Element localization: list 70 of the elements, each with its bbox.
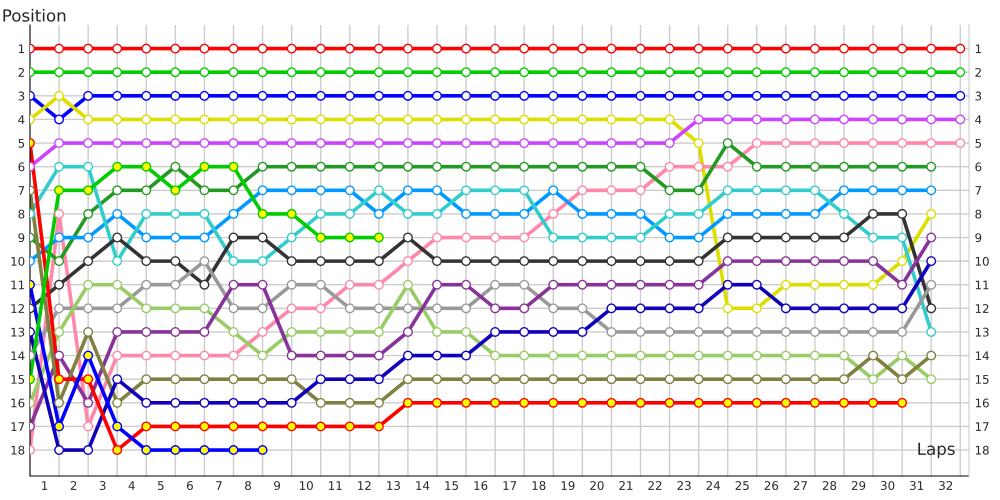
y2-tick-label: 4 [975, 115, 982, 124]
x-tick-label: 11 [329, 481, 342, 490]
y-tick-label: 12 [11, 304, 24, 313]
x-tick-label: 31 [910, 481, 924, 490]
x-tick-label: 7 [216, 481, 222, 490]
y-tick-label: 15 [11, 375, 24, 384]
y2-tick-label: 7 [976, 186, 982, 195]
x-tick-label: 2 [70, 481, 76, 490]
y2-tick-label: 15 [976, 375, 989, 384]
y-tick-label: 10 [11, 256, 24, 266]
x-tick-label: 28 [822, 481, 836, 490]
y2-tick-label: 16 [976, 398, 989, 408]
y2-tick-label: 18 [976, 446, 989, 455]
x-tick-label: 18 [532, 481, 546, 490]
y2-tick-label: 2 [975, 68, 981, 77]
x-tick-label: 24 [706, 481, 720, 490]
y2-tick-label: 1 [976, 44, 981, 54]
x-tick-label: 26 [764, 481, 778, 490]
x-tick-label: 27 [794, 481, 807, 490]
x-tick-label: 4 [128, 481, 135, 490]
x-tick-label: 32 [939, 481, 952, 490]
x-tick-label: 30 [880, 481, 894, 490]
x-tick-label: 5 [158, 481, 164, 490]
y-tick-label: 14 [11, 351, 24, 360]
y2-tick-label: 14 [976, 351, 989, 360]
x-tick-label: 13 [387, 481, 400, 490]
x-tick-label: 15 [445, 481, 458, 490]
x-tick-label: 20 [590, 481, 604, 490]
y2-tick-label: 13 [976, 328, 989, 337]
x-tick-label: 3 [100, 481, 106, 490]
x-axis-title: Laps [918, 442, 955, 458]
x-tick-label: 16 [474, 481, 488, 490]
y-tick-label: 8 [18, 210, 24, 219]
x-tick-label: 8 [245, 481, 251, 490]
y2-tick-label: 8 [975, 210, 982, 219]
y-tick-label: 7 [18, 186, 24, 195]
y-tick-label: 2 [18, 68, 24, 77]
y-tick-label: 13 [11, 328, 24, 337]
y-axis-title: Position [3, 8, 66, 22]
y2-tick-label: 10 [976, 256, 989, 266]
x-tick-label: 14 [416, 481, 430, 490]
y-tick-label: 4 [18, 115, 24, 124]
y-tick-label: 16 [11, 398, 24, 408]
x-tick-label: 25 [736, 481, 749, 490]
x-tick-label: 29 [852, 481, 866, 490]
y-tick-label: 9 [18, 233, 24, 242]
x-tick-label: 22 [648, 481, 662, 490]
x-tick-label: 6 [186, 481, 193, 490]
y2-tick-label: 11 [976, 280, 988, 290]
x-tick-label: 10 [300, 481, 313, 490]
y-tick-label: 18 [11, 446, 24, 455]
x-tick-label: 1 [42, 481, 48, 490]
x-tick-label: 12 [358, 481, 371, 490]
y2-tick-label: 5 [975, 138, 982, 148]
x-tick-label: 9 [274, 481, 280, 490]
x-tick-label: 21 [619, 481, 632, 490]
y-tick-label: 1 [18, 44, 24, 54]
y-tick-label: 17 [11, 422, 24, 431]
x-tick-label: 19 [562, 481, 574, 490]
y2-tick-label: 9 [975, 233, 982, 242]
y2-tick-label: 12 [976, 304, 988, 313]
x-tick-label: 23 [677, 481, 691, 490]
y2-tick-label: 6 [975, 162, 982, 172]
x-tick-label: 17 [503, 481, 516, 490]
y-tick-label: 3 [18, 92, 24, 100]
y-tick-label: 11 [11, 280, 24, 290]
y-tick-label: 6 [18, 162, 24, 172]
y-tick-label: 5 [18, 138, 24, 148]
y2-tick-label: 3 [975, 92, 982, 100]
y2-tick-label: 17 [976, 422, 989, 431]
